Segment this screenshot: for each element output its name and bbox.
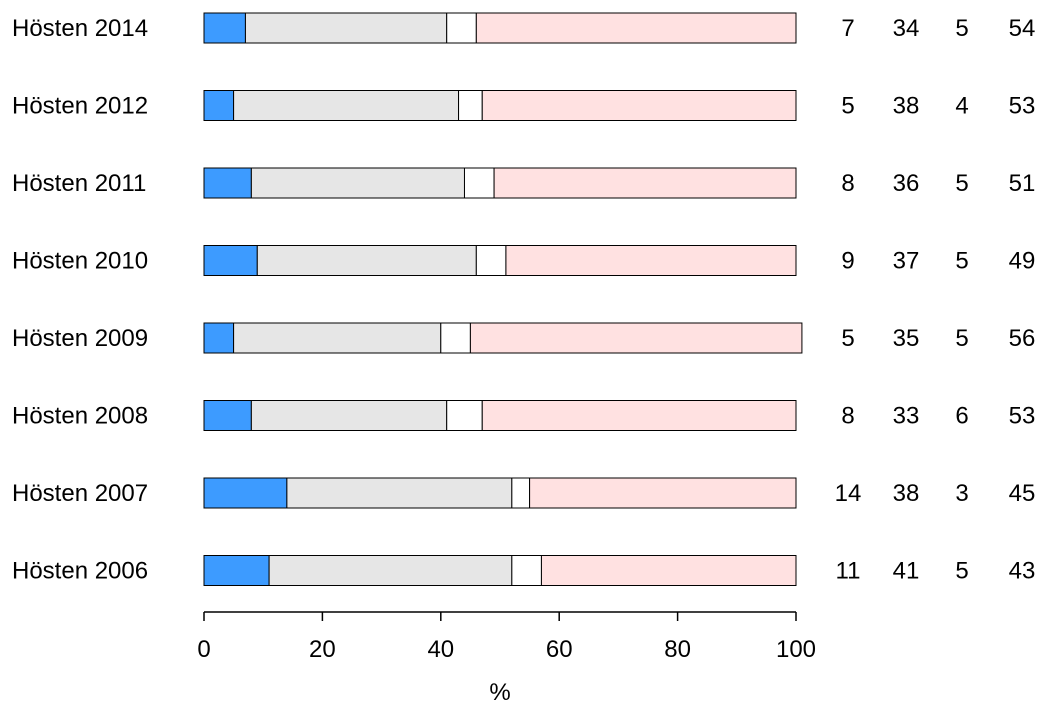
bar-segment — [250, 400, 448, 431]
category-labels: Hösten 2014 Hösten 2012 Hösten 2011 Hösten … — [12, 15, 148, 585]
data-label: 37 — [893, 248, 920, 275]
data-label: 54 — [1009, 15, 1036, 42]
x-tick-label: 100 — [776, 636, 816, 663]
data-label: 7 — [841, 15, 854, 42]
x-axis: 0 20 40 60 80 100 — [197, 611, 816, 663]
category-label: Hösten 2008 — [12, 403, 148, 430]
bar-segment — [244, 12, 448, 44]
bar-segment — [511, 555, 542, 586]
data-label: 3 — [955, 480, 968, 507]
data-label: 33 — [893, 403, 920, 430]
data-label: 41 — [893, 558, 920, 585]
bar-segment — [481, 90, 797, 121]
bar-segment — [481, 400, 797, 431]
bar-segment — [446, 12, 477, 44]
data-label: 5 — [955, 325, 968, 352]
data-label: 56 — [1009, 325, 1036, 352]
bar-segment — [440, 322, 471, 354]
data-label: 11 — [836, 558, 861, 585]
bars-group — [203, 12, 803, 586]
data-label: 5 — [841, 93, 854, 120]
x-tick-label: 20 — [309, 636, 336, 663]
data-label: 53 — [1009, 403, 1036, 430]
x-tick-label: 40 — [427, 636, 454, 663]
bar-segment — [469, 322, 803, 354]
bar-segment — [203, 12, 246, 44]
bar-segment — [493, 167, 797, 199]
x-tick-label: 80 — [664, 636, 691, 663]
bar-segment — [268, 555, 513, 586]
category-label: Hösten 2014 — [12, 15, 148, 42]
category-label: Hösten 2012 — [12, 93, 148, 120]
bar-segment — [475, 245, 507, 276]
bar-segment — [463, 167, 495, 199]
data-label: 38 — [893, 93, 920, 120]
bar-segment — [250, 167, 465, 199]
data-label: 5 — [955, 248, 968, 275]
bar-segment — [203, 555, 270, 586]
x-axis-title: % — [489, 679, 510, 703]
bar-segment — [233, 90, 460, 121]
data-label: 38 — [893, 480, 920, 507]
bar-segment — [203, 90, 235, 121]
bar-segment — [458, 90, 483, 121]
data-label: 36 — [893, 170, 920, 197]
data-label: 34 — [893, 15, 920, 42]
bar-segment — [286, 477, 513, 509]
data-label: 8 — [841, 170, 854, 197]
category-label: Hösten 2009 — [12, 325, 148, 352]
bar-segment — [256, 245, 477, 276]
bar-segment — [540, 555, 797, 586]
data-label: 8 — [841, 403, 854, 430]
x-tick-label: 0 — [197, 636, 210, 663]
bar-segment — [203, 167, 252, 199]
data-label: 35 — [893, 325, 920, 352]
data-label: 6 — [955, 403, 968, 430]
bar-segment — [203, 400, 252, 431]
bar-segment — [475, 12, 797, 44]
data-label: 5 — [955, 558, 968, 585]
data-label: 5 — [955, 15, 968, 42]
data-label: 49 — [1009, 248, 1036, 275]
data-label: 53 — [1009, 93, 1036, 120]
data-label: 5 — [955, 170, 968, 197]
bar-segment — [233, 322, 442, 354]
data-label: 43 — [1009, 558, 1036, 585]
data-label: 45 — [1009, 480, 1036, 507]
data-label: 51 — [1009, 170, 1036, 197]
x-tick-label: 60 — [546, 636, 573, 663]
bar-segment — [529, 477, 797, 509]
category-label: Hösten 2007 — [12, 480, 148, 507]
data-label: 4 — [955, 93, 968, 120]
category-label: Hösten 2006 — [12, 558, 148, 585]
data-label: 9 — [841, 248, 854, 275]
bar-segment — [203, 245, 258, 276]
bar-segment — [203, 477, 288, 509]
bar-segment — [446, 400, 483, 431]
category-label: Hösten 2010 — [12, 248, 148, 275]
data-label: 5 — [841, 325, 854, 352]
bar-segment — [203, 322, 235, 354]
category-label: Hösten 2011 — [12, 170, 146, 197]
bar-segment — [511, 477, 531, 509]
data-label: 14 — [835, 480, 862, 507]
bar-segment — [505, 245, 797, 276]
